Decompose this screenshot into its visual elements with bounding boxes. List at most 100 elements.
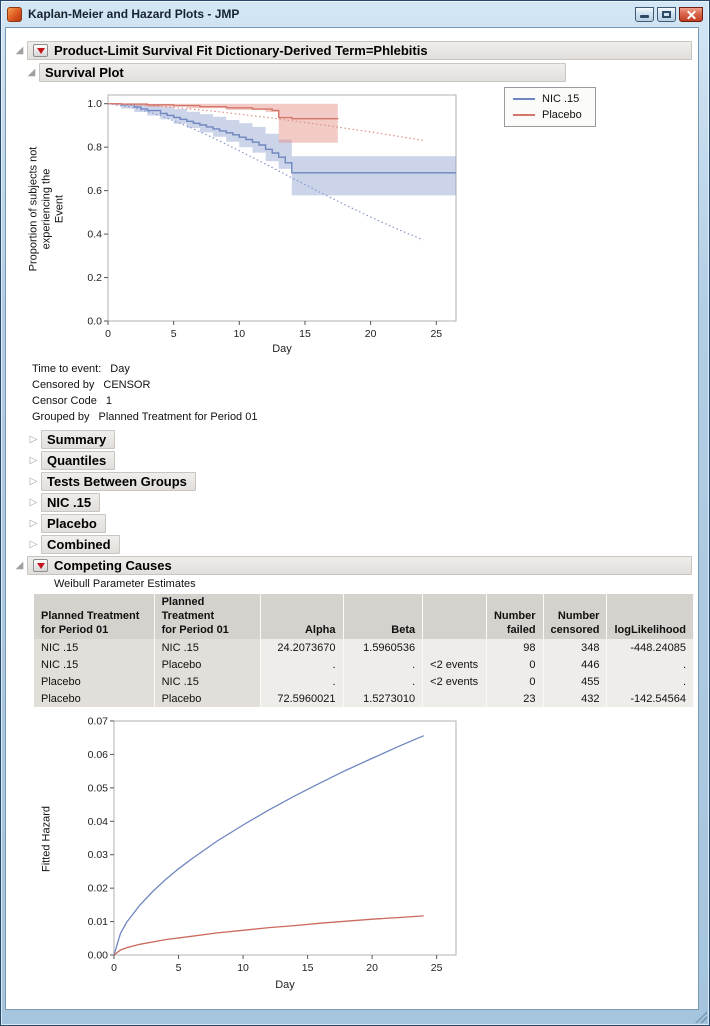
hazard-chart[interactable]: Fitted Hazard 0 5 10 15 20 25 0.00 0.01 0.02 0.03… [24, 713, 694, 993]
table-row: Placebo NIC .15.. <2 events 0 455. [34, 673, 694, 691]
table-row: NIC .15 NIC .15 24.2073670 1.5960536 98 348 -4… [34, 639, 694, 657]
table-header-row: Planned Treatment for Period 01 Planned T… [34, 594, 694, 640]
legend-line-placebo [513, 114, 535, 116]
section-header-placebo[interactable]: Placebo [41, 514, 106, 533]
y-axis-label: Fitted Hazard [40, 806, 53, 873]
table-cell: <2 events [422, 656, 487, 674]
competing-causes-header[interactable]: Competing Causes [27, 556, 692, 575]
svg-text:0.8: 0.8 [87, 142, 102, 154]
survival-plot-header[interactable]: Survival Plot [39, 63, 566, 82]
disclosure-open-icon[interactable]: ◢ [15, 560, 24, 571]
survival-y-axis-label-area: Proportion of subjects not experiencing t… [24, 85, 70, 357]
svg-text:0.02: 0.02 [88, 883, 109, 895]
table-cell: 98 [486, 639, 544, 657]
info-line: Grouped by Planned Treatment for Period 0… [32, 411, 258, 423]
table-cell: 432 [543, 690, 608, 708]
table-cell: . [606, 656, 694, 674]
competing-causes-title: Competing Causes [54, 558, 172, 573]
main-outline-header[interactable]: Product-Limit Survival Fit Dictionary-De… [27, 41, 692, 60]
table-cell: 1.5960536 [343, 639, 424, 657]
svg-text:0.4: 0.4 [87, 229, 102, 241]
table-cell: 348 [543, 639, 608, 657]
info-line: Censor Code 1 [32, 395, 112, 407]
table-cell: 23 [486, 690, 544, 708]
svg-text:10: 10 [233, 328, 245, 340]
table-cell: NIC .15 [34, 656, 155, 674]
table-cell: -142.54564 [606, 690, 694, 708]
svg-text:0.01: 0.01 [88, 916, 109, 928]
table-cell: . [343, 673, 424, 691]
survival-plot-title: Survival Plot [45, 65, 124, 80]
window-titlebar[interactable]: Kaplan-Meier and Hazard Plots - JMP [1, 1, 709, 25]
table-cell: Placebo [154, 656, 262, 674]
weibull-table: Planned Treatment for Period 01 Planned T… [34, 594, 694, 708]
survival-plot-svg[interactable]: 0 5 10 15 20 25 0.0 0.2 0.4 0.6 0.8 1.0 Day [70, 85, 470, 357]
svg-text:0.06: 0.06 [88, 749, 109, 761]
jmp-app-icon [7, 6, 22, 22]
table-cell: -448.24085 [606, 639, 694, 657]
table-row: NIC .15 Placebo.. <2 events 0 446. [34, 656, 694, 674]
table-cell: NIC .15 [154, 639, 262, 657]
section-header-summary[interactable]: Summary [41, 430, 116, 449]
table-cell [422, 639, 487, 657]
svg-text:25: 25 [430, 328, 442, 340]
resize-grip[interactable] [695, 1011, 707, 1023]
maximize-button[interactable] [657, 6, 676, 22]
svg-text:25: 25 [431, 962, 443, 974]
section-header-nic-15[interactable]: NIC .15 [41, 493, 101, 512]
table-cell: 1.5273010 [343, 690, 424, 708]
disclosure-collapsed-icon[interactable]: ▷ [29, 476, 38, 487]
maximize-icon [662, 10, 671, 18]
window-title: Kaplan-Meier and Hazard Plots - JMP [28, 7, 240, 21]
svg-text:Day: Day [272, 343, 292, 355]
disclosure-collapsed-icon[interactable]: ▷ [29, 455, 38, 466]
hazard-y-axis-label-area: Fitted Hazard [24, 713, 70, 993]
table-row: Placebo Placebo 72.5960021 1.5273010 23 432 -1… [34, 690, 694, 708]
svg-text:20: 20 [365, 328, 377, 340]
svg-text:0: 0 [105, 328, 111, 340]
table-cell: 0 [486, 673, 544, 691]
section-header-quantiles[interactable]: Quantiles [41, 451, 116, 470]
collapsed-sections: ▷ Summary ▷ Quantiles ▷ Tests Between Groups ▷… [26, 430, 694, 554]
weibull-subtitle: Weibull Parameter Estimates [54, 578, 196, 590]
table-cell: 24.2073670 [260, 639, 344, 657]
table-header-cell: Beta [343, 594, 424, 640]
red-triangle-icon [36, 47, 45, 54]
disclosure-open-icon[interactable]: ◢ [15, 45, 24, 56]
y-axis-label: Proportion of subjects not experiencing t… [27, 146, 66, 272]
info-line: Time to event: Day [32, 363, 130, 375]
section-header-tests-between-groups[interactable]: Tests Between Groups [41, 472, 196, 491]
survival-chart[interactable]: Proportion of subjects not experiencing t… [24, 85, 694, 357]
red-triangle-menu-button[interactable] [33, 44, 48, 57]
table-header-cell: Number failed [486, 594, 544, 640]
disclosure-collapsed-icon[interactable]: ▷ [29, 539, 38, 550]
legend-item: NIC .15 [513, 93, 587, 105]
table-cell: <2 events [422, 673, 487, 691]
minimize-button[interactable] [635, 6, 654, 22]
disclosure-collapsed-icon[interactable]: ▷ [29, 434, 38, 445]
svg-text:15: 15 [299, 328, 311, 340]
svg-text:10: 10 [237, 962, 249, 974]
table-cell: Placebo [34, 673, 155, 691]
red-triangle-menu-button[interactable] [33, 559, 48, 572]
svg-text:1.0: 1.0 [87, 98, 102, 110]
disclosure-collapsed-icon[interactable]: ▷ [29, 497, 38, 508]
svg-text:0.6: 0.6 [87, 185, 102, 197]
svg-text:0.07: 0.07 [88, 716, 109, 728]
table-cell: Placebo [154, 690, 262, 708]
svg-text:0.0: 0.0 [87, 316, 102, 328]
hazard-plot-svg[interactable]: 0 5 10 15 20 25 0.00 0.01 0.02 0.03 0.04 0.05 0.06 0.… [70, 713, 470, 993]
section-header-combined[interactable]: Combined [41, 535, 120, 554]
disclosure-open-icon[interactable]: ◢ [27, 67, 36, 78]
svg-text:Day: Day [275, 979, 295, 991]
close-button[interactable] [679, 6, 703, 22]
red-triangle-icon [36, 562, 45, 569]
svg-text:0: 0 [111, 962, 117, 974]
table-cell: 455 [543, 673, 608, 691]
svg-text:0.05: 0.05 [88, 783, 109, 795]
svg-text:15: 15 [302, 962, 314, 974]
disclosure-collapsed-icon[interactable]: ▷ [29, 518, 38, 529]
table-cell: . [260, 656, 344, 674]
window-controls [635, 6, 703, 22]
main-outline-row: ◢ Product-Limit Survival Fit Dictionary-… [12, 41, 694, 60]
